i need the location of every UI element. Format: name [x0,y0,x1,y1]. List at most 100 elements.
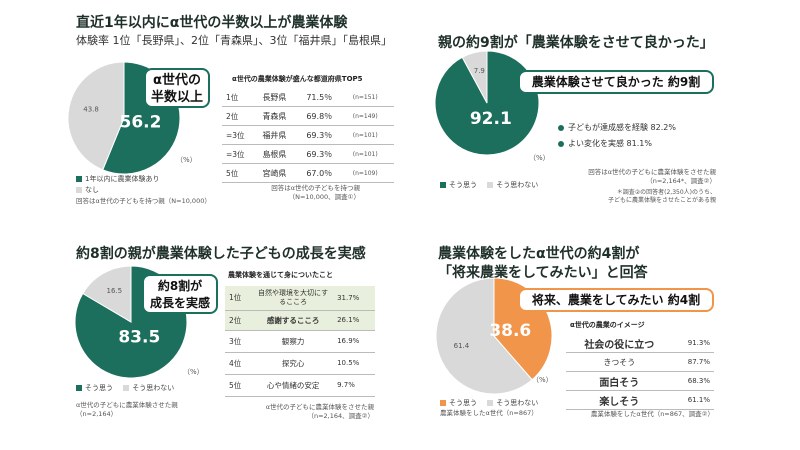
n-cell: (n=101) [348,144,394,164]
q3-table-note-line1: α世代の子どもに農業体験をさせた親 [265,403,374,411]
bullet-dot [558,124,564,131]
q2-title: 親の約9割が「農業体験をさせて良かった」 [438,35,714,51]
q4-legend-swatch-yes [440,400,446,406]
q1-legend-no: なし [76,185,99,195]
q4-unit: （%） [532,376,553,384]
q2-note2-line2: 子どもに農業体験をさせたことがある親 [607,197,716,205]
pct-cell: 68.3% [672,371,714,391]
q4-table-note: 農業体験をしたα世代（n=867、調査②） [590,410,714,418]
pct-cell: 61.1% [672,390,714,410]
q3-note-line2: （n=2,164） [76,409,118,418]
q2-note-line1: 回答はα世代の子どもに農業体験をさせた親 [588,168,716,176]
q2-bullet-2-text: よい変化を実感 81.1% [568,139,652,148]
q2-bullet-2: よい変化を実感 81.1% [558,138,652,149]
q2-bullet-1-text: 子どもが達成感を経験 82.2% [568,123,676,132]
q3-note-line1: α世代の子どもに農業体験させた親 [76,401,178,409]
pie-slice-secondary [435,277,533,395]
q3-table-title: 農業体験を通じて身についたこと [228,271,333,279]
pie-value-label: 7.9 [474,67,485,75]
image-cell: 社会の役に立つ [566,334,673,353]
q4-legend: そう思う そう思わない [440,398,538,408]
q1-table-note-line2: （N=10,000、調査①） [288,192,360,201]
image-cell: きつそう [566,352,673,372]
q4-pie-chart: 38.6 61.4 [435,277,553,395]
q3-table-note-line2: （n=2,164、調査②） [307,411,374,420]
q1-unit: （%） [176,156,197,164]
q1-legend-swatch-no [76,187,82,193]
skill-cell: 心や情緒の安定 [253,374,334,397]
q1-legend-yes-label: 1年以内に農業体験あり [85,175,160,183]
rank-cell: 2位 [222,106,259,126]
pct-cell: 67.0％ [302,163,349,183]
q3-callout-line1: 約8割が [157,279,203,293]
pct-cell: 87.7% [672,352,714,372]
q2-legend-no-label: そう思わない [496,181,539,189]
q3-legend-swatch-yes [76,385,82,391]
q2-bullet-1: 子どもが達成感を経験 82.2% [558,122,676,133]
pct-cell: 26.1% [333,310,375,331]
q4-callout-text: 将来、農業をしてみたい 約4割 [531,293,701,307]
pref-cell: 宮崎県 [258,163,303,183]
pie-slice-secondary [461,50,488,104]
q1-callout-line1: α世代の [153,73,201,88]
q3-legend-swatch-no [123,385,130,391]
q4-legend-yes-label: そう思う [449,399,477,407]
pie-value-label: 43.8 [83,105,99,113]
q1-legend-swatch-yes [76,176,82,182]
q2-callout: 農業体験させて良かった 約9割 [518,70,714,94]
table-row: 1位 自然や環境を大切にするこころ 31.7% [225,286,375,311]
table-row: 面白そう 68.3% [566,371,714,391]
q1-callout: α世代の 半数以上 [144,68,210,108]
pref-cell: 青森県 [258,106,303,126]
q1-subtitle: 体験率 1位「長野県」、2位「青森県」、3位「福井県」「島根県」 [76,34,392,47]
pie-value-label: 61.4 [454,342,470,350]
pct-cell: 10.5% [333,352,375,375]
pie-value-label: 56.2 [120,112,162,132]
n-cell: (n=149) [348,106,394,126]
rank-cell: 5位 [225,374,254,397]
q2-legend: そう思う そう思わない [440,180,538,190]
table-row: きつそう 87.7% [566,352,714,372]
rank-cell: =3位 [222,125,259,145]
q4-title-line2: 「将来農業をしてみたい」と回答 [438,265,648,281]
q3-callout-line2: 成長を実感 [149,296,210,310]
q3-legend-yes-label: そう思う [85,384,113,392]
q2-pie-chart: 92.1 7.9 [434,50,540,156]
pie-value-label: 38.6 [489,321,531,341]
table-row: 5位 心や情緒の安定 9.7% [225,374,375,397]
q4-table-title: α世代の農業のイメージ [570,321,645,329]
pref-cell: 島根県 [258,144,303,164]
q1-table-note: 回答はα世代の子どもを持つ親 （N=10,000、調査①） [271,184,360,202]
pref-cell: 福井県 [258,125,303,145]
q3-callout: 約8割が 成長を実感 [142,274,218,314]
table-row: =3位 島根県 69.3％ (n=101) [222,144,394,164]
n-cell: (n=109) [348,163,394,183]
pie-slice-secondary [82,265,132,323]
q1-callout-line2: 半数以上 [150,90,203,105]
q3-title: 約8割の親が農業体験した子どもの成長を実感 [76,246,366,262]
pct-cell: 69.3％ [302,144,349,164]
q4-legend-no-label: そう思わない [496,399,539,407]
pct-cell: 71.5％ [302,88,349,107]
skill-cell: 自然や環境を大切にするこころ [253,286,334,311]
q2-legend-swatch-no [487,182,494,188]
table-row: 5位 宮崎県 67.0％ (n=109) [222,163,394,183]
pct-cell: 91.3% [672,334,714,353]
q3-legend-no-label: そう思わない [132,384,175,392]
bullet-dot [558,140,564,147]
q4-legend-swatch-no [487,400,494,406]
q3-unit: （%） [183,368,204,376]
q2-note2: ＊調査②の回答者(2,350人)のうち、 子どもに農業体験をさせたことがある親 [608,189,716,205]
pref-cell: 長野県 [258,88,303,107]
pie-value-label: 83.5 [118,328,160,348]
rank-cell: 1位 [225,286,254,311]
table-row: =3位 福井県 69.3％ (n=101) [222,125,394,145]
skill-cell: 探究心 [253,352,334,375]
pct-cell: 69.8％ [302,106,349,126]
q4-title-line1: 農業体験をしたα世代の約4割が [438,246,640,262]
pie-slice-secondary [67,61,125,171]
rank-cell: 4位 [225,352,254,375]
q3-table-note: α世代の子どもに農業体験をさせた親 （n=2,164、調査②） [266,403,374,421]
table-row: 楽しそう 61.1% [566,390,714,410]
q4-image-table: 社会の役に立つ 91.3% きつそう 87.7% 面白そう 68.3% 楽しそう 61.… [566,334,714,410]
